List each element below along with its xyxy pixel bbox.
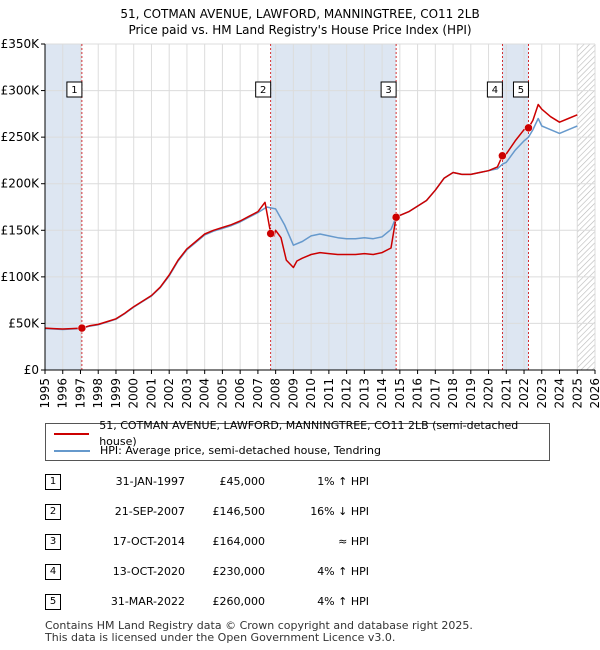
sale-number-badge: 4 (45, 564, 61, 580)
sale-date: 21-SEP-2007 (114, 505, 185, 518)
sale-number-badge: 3 (45, 534, 61, 550)
sale-number-box (512, 81, 529, 98)
x-tick-label: 2018 (446, 378, 460, 409)
x-tick-label: 2004 (198, 378, 212, 409)
x-tick-label: 2012 (340, 378, 354, 409)
sale-point (524, 123, 533, 133)
sale-point (266, 229, 275, 238)
sale-point (77, 323, 87, 333)
sale-date: 31-JAN-1997 (115, 475, 185, 488)
sale-date: 13-OCT-2020 (112, 565, 185, 578)
x-tick-label: 2006 (233, 378, 247, 409)
sale-hpi-delta: 16% ↓ HPI (310, 505, 369, 518)
legend-item-hpi: HPI: Average price, semi-detached house,… (54, 443, 381, 459)
x-tick-label: 1996 (56, 378, 70, 409)
y-tick-label: £0 (24, 363, 39, 377)
x-tick-label: 2020 (482, 378, 496, 409)
x-tick-label: 2002 (162, 378, 176, 409)
footer: Contains HM Land Registry data © Crown c… (45, 620, 473, 644)
shaded-range (45, 44, 82, 370)
legend: 51, COTMAN AVENUE, LAWFORD, MANNINGTREE,… (45, 419, 550, 461)
sale-price: £45,000 (219, 475, 266, 488)
sale-date: 17-OCT-2014 (112, 535, 185, 548)
sale-hpi-delta: 1% ↑ HPI (317, 475, 369, 488)
sale-price: £146,500 (212, 505, 266, 518)
y-tick-label: £300K (1, 84, 41, 98)
y-tick-label: £150K (1, 223, 41, 237)
sale-number-box (66, 81, 83, 98)
sale-number-box (255, 81, 272, 98)
legend-swatch-hpi (54, 450, 90, 452)
x-tick-label: 2015 (393, 378, 407, 409)
sale-point (498, 151, 507, 161)
sale-price: £230,000 (212, 565, 266, 578)
sale-number-label: 5 (518, 85, 524, 96)
x-tick-label: 2001 (144, 378, 158, 409)
x-tick-label: 2022 (517, 378, 531, 409)
x-tick-label: 2023 (535, 378, 549, 409)
chart-title: 51, COTMAN AVENUE, LAWFORD, MANNINGTREE,… (0, 6, 600, 38)
sale-number-box (380, 81, 397, 98)
y-tick-label: £250K (1, 130, 41, 144)
sale-number-label: 4 (492, 85, 498, 96)
x-tick-label: 1995 (38, 378, 52, 409)
legend-item-property: 51, COTMAN AVENUE, LAWFORD, MANNINGTREE,… (54, 419, 549, 448)
y-tick-label: £50K (8, 316, 40, 330)
sale-number-label: 3 (385, 85, 391, 96)
sale-hpi-delta: 4% ↑ HPI (317, 595, 369, 608)
sale-row: 5 31-MAR-2022 £260,000 4% ↑ HPI (45, 592, 550, 612)
forecast-hatch (577, 44, 595, 370)
y-tick-label: £100K (1, 270, 41, 284)
sale-row: 2 21-SEP-2007 £146,500 16% ↓ HPI (45, 502, 550, 522)
x-tick-label: 2013 (357, 378, 371, 409)
sale-number-badge: 5 (45, 594, 61, 610)
sale-price: £164,000 (212, 535, 266, 548)
x-tick-label: 2017 (428, 378, 442, 409)
y-tick-label: £350K (1, 37, 41, 51)
x-tick-label: 2005 (215, 378, 229, 409)
shaded-range (270, 44, 397, 370)
x-tick-label: 2024 (553, 378, 567, 409)
legend-label-hpi: HPI: Average price, semi-detached house,… (100, 444, 381, 457)
x-tick-label: 2010 (304, 378, 318, 409)
sale-point (391, 212, 401, 222)
sale-row: 3 17-OCT-2014 £164,000 ≈ HPI (45, 532, 550, 552)
x-tick-label: 2019 (464, 378, 478, 409)
x-tick-label: 1997 (73, 378, 87, 409)
x-tick-label: 2000 (127, 378, 141, 409)
x-tick-label: 2007 (251, 378, 265, 409)
footer-line-2: This data is licensed under the Open Gov… (45, 631, 396, 644)
x-tick-label: 2003 (180, 378, 194, 409)
sale-hpi-delta: 4% ↑ HPI (317, 565, 369, 578)
x-tick-label: 2025 (570, 378, 584, 409)
title-line-2: Price paid vs. HM Land Registry's House … (128, 23, 472, 37)
legend-label-property: 51, COTMAN AVENUE, LAWFORD, MANNINGTREE,… (99, 419, 519, 448)
title-line-1: 51, COTMAN AVENUE, LAWFORD, MANNINGTREE,… (120, 7, 480, 21)
x-tick-label: 1999 (109, 378, 123, 409)
sale-number-label: 2 (260, 85, 266, 96)
x-tick-label: 2011 (322, 378, 336, 409)
footer-line-1: Contains HM Land Registry data © Crown c… (45, 619, 473, 632)
sale-row: 4 13-OCT-2020 £230,000 4% ↑ HPI (45, 562, 550, 582)
sale-price: £260,000 (212, 595, 266, 608)
x-tick-label: 2016 (411, 378, 425, 409)
x-tick-label: 2008 (269, 378, 283, 409)
y-tick-label: £200K (1, 177, 41, 191)
sale-number-badge: 2 (45, 504, 61, 520)
legend-swatch-property (54, 433, 90, 435)
sale-hpi-delta: ≈ HPI (338, 535, 369, 548)
x-tick-label: 2026 (588, 378, 600, 409)
sale-number-badge: 1 (45, 474, 61, 490)
sale-row: 1 31-JAN-1997 £45,000 1% ↑ HPI (45, 472, 550, 492)
sale-date: 31-MAR-2022 (110, 595, 185, 608)
sale-number-label: 1 (71, 85, 77, 96)
x-tick-label: 2014 (375, 378, 389, 409)
x-tick-label: 2021 (499, 378, 513, 409)
price-chart: 1 2 3 4 5 £0 £50K £100K £150K £200K £250K £300K £350… (1, 37, 600, 409)
sale-number-box (486, 81, 503, 98)
x-tick-label: 1998 (91, 378, 105, 409)
x-tick-label: 2009 (286, 378, 300, 409)
